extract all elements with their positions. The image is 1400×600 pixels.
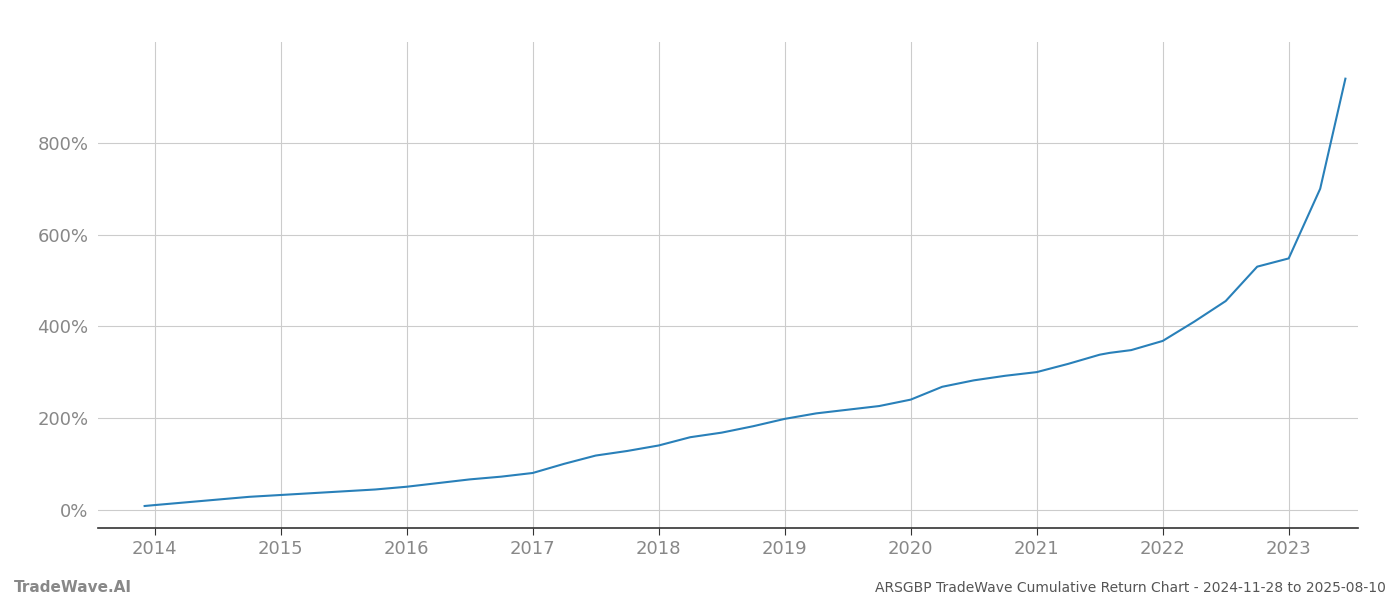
Text: TradeWave.AI: TradeWave.AI: [14, 580, 132, 595]
Text: ARSGBP TradeWave Cumulative Return Chart - 2024-11-28 to 2025-08-10: ARSGBP TradeWave Cumulative Return Chart…: [875, 581, 1386, 595]
